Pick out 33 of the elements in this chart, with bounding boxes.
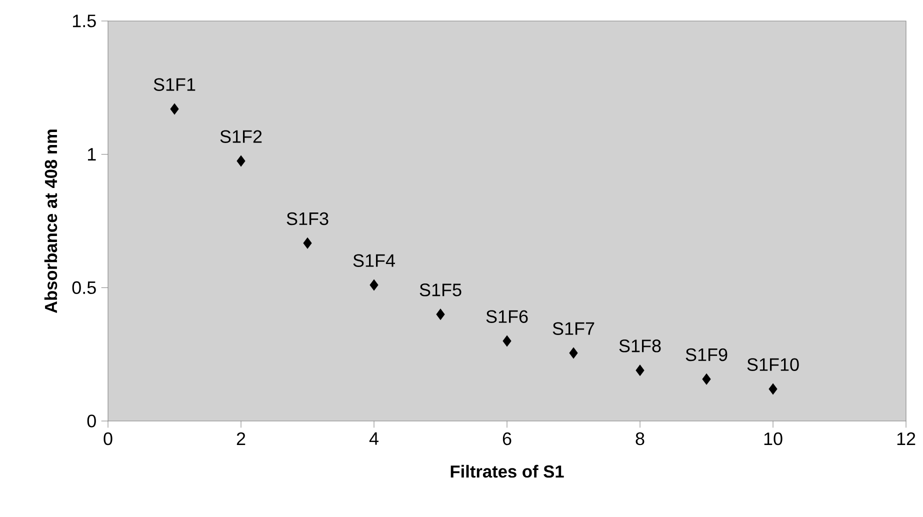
x-tick-label: 0	[104, 432, 112, 446]
x-axis-title: Filtrates of S1	[450, 464, 564, 478]
point	[768, 383, 778, 395]
point	[636, 364, 644, 376]
point	[370, 279, 378, 291]
annotation: S1F9	[686, 348, 728, 362]
annotation: S1F3	[286, 212, 328, 226]
y-tick-label: 0.5	[72, 281, 96, 294]
y-tick-label: 1.5	[72, 14, 96, 28]
annotation: S1F2	[220, 130, 262, 143]
annotation: S1F10	[747, 358, 799, 371]
annotation: S1F5	[420, 284, 462, 296]
x-tick-label: 6	[502, 432, 512, 446]
annotation: S1F8	[619, 340, 661, 352]
x-tick-label: 10	[764, 432, 782, 446]
x-tick-label: 2	[236, 432, 246, 445]
point	[236, 155, 246, 167]
x-tick-label: 4	[369, 432, 378, 445]
point	[502, 335, 512, 347]
y-axis-title: Absorbance at 408 nm	[44, 130, 58, 314]
point	[569, 347, 578, 359]
x-tick-label: 12	[897, 432, 916, 445]
point	[702, 374, 711, 385]
point	[170, 103, 179, 115]
y-tick-label: 1	[88, 148, 96, 161]
y-tick-label: 0	[87, 414, 96, 428]
annotation: S1F6	[486, 310, 528, 323]
point	[436, 308, 445, 320]
point	[303, 238, 312, 249]
x-tick-label: 8	[636, 432, 644, 446]
annotation: S1F4	[353, 254, 395, 267]
annotation: S1F1	[154, 78, 196, 91]
annotation: S1F7	[552, 322, 594, 335]
